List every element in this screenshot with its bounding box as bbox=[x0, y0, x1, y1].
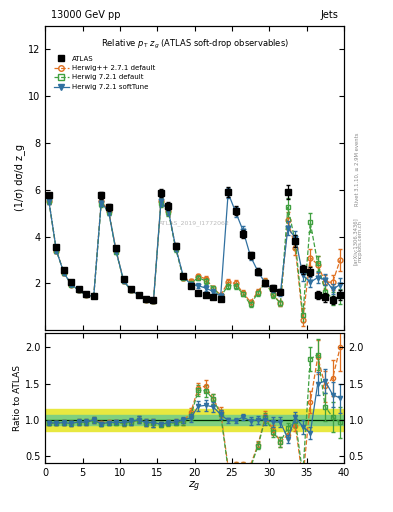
Legend: ATLAS, Herwig++ 2.7.1 default, Herwig 7.2.1 default, Herwig 7.2.1 softTune: ATLAS, Herwig++ 2.7.1 default, Herwig 7.… bbox=[51, 53, 157, 92]
Text: Relative $p_{\mathrm{T}}$ $z_g$ (ATLAS soft-drop observables): Relative $p_{\mathrm{T}}$ $z_g$ (ATLAS s… bbox=[101, 38, 288, 51]
Text: Rivet 3.1.10, ≥ 2.9M events: Rivet 3.1.10, ≥ 2.9M events bbox=[355, 132, 360, 206]
X-axis label: $z_g$: $z_g$ bbox=[188, 480, 201, 494]
Y-axis label: Ratio to ATLAS: Ratio to ATLAS bbox=[13, 365, 22, 431]
Y-axis label: (1/σ) dσ/d z_g: (1/σ) dσ/d z_g bbox=[14, 144, 25, 211]
Text: ATLAS_2019_I1772062: ATLAS_2019_I1772062 bbox=[159, 221, 230, 226]
Text: [arXiv:1306.3436]: [arXiv:1306.3436] bbox=[353, 217, 358, 265]
Text: mcplots.cern.ch: mcplots.cern.ch bbox=[357, 220, 362, 262]
Text: Jets: Jets bbox=[320, 10, 338, 19]
Text: 13000 GeV pp: 13000 GeV pp bbox=[51, 10, 121, 19]
